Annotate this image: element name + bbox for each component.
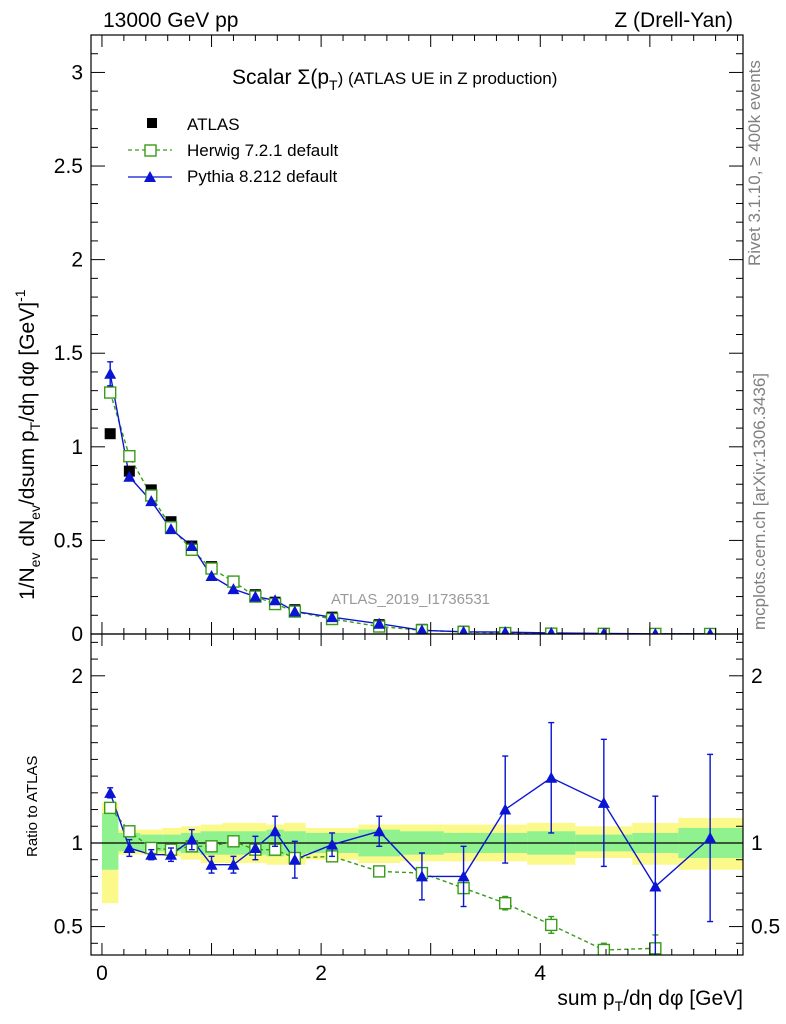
pythia-ratio-point: [545, 771, 558, 783]
legend: ATLAS Herwig 7.2.1 default Pythia 8.212 …: [128, 115, 338, 186]
herwig-ratio-point: [545, 918, 558, 932]
x-tick-label: 2: [315, 962, 327, 985]
pythia-ratio-point: [164, 848, 177, 860]
herwig-ratio-point: [499, 896, 512, 910]
y-tick-label: 3: [71, 61, 83, 84]
pythia-point: [459, 625, 469, 634]
legend-label-atlas: ATLAS: [187, 115, 240, 134]
pythia-ratio-point: [415, 870, 428, 882]
y-tick-label: 1: [71, 436, 83, 459]
ratio-series: [103, 721, 717, 955]
header-right: Z (Drell-Yan): [614, 9, 733, 32]
atlas-point: [104, 428, 116, 440]
axes: 0 2 4 0 0.5 1 1.5 2 2.5 3 0.5 0.5 1 1 2 2: [54, 34, 780, 985]
herwig-ratio-point: [227, 835, 240, 848]
legend-label-pythia: Pythia 8.212 default: [187, 167, 338, 186]
y-tick-label: 1.5: [54, 342, 83, 365]
legend-marker-atlas: [147, 118, 157, 128]
pythia-ratio-point: [123, 842, 136, 853]
pythia-ratio-point: [597, 796, 610, 808]
mcplots-label: mcplots.cern.ch [arXiv:1306.3436]: [750, 373, 769, 630]
pythia-point: [164, 523, 177, 535]
ratio-y-tick-label: 0.5: [54, 916, 83, 939]
herwig-ratio-point: [103, 801, 117, 815]
chart-title: Scalar Σ(pT) (ATLAS UE in Z production): [232, 66, 557, 93]
y-axis-label: 1/Nev dNev/dsum pT/dη dφ [GeV]-1: [12, 289, 43, 600]
ratio-bands: [91, 802, 743, 904]
ratio-y-tick-label-right: 1: [751, 832, 763, 855]
pythia-point: [227, 583, 240, 595]
pythia-ratio-point: [457, 870, 470, 882]
pythia-ratio-point: [227, 858, 240, 870]
ratio-y-axis-label: Ratio to ATLAS: [24, 756, 41, 857]
herwig-ratio-point: [205, 840, 218, 853]
legend-marker-pythia: [144, 171, 156, 182]
pythia-ratio-point: [185, 833, 198, 845]
pythia-point: [706, 627, 714, 634]
pythia-point: [288, 605, 301, 617]
pythia-ratio-point: [649, 880, 662, 892]
analysis-id: ATLAS_2019_I1736531: [331, 591, 490, 608]
pythia-ratio-point: [145, 848, 158, 860]
ratio-y-tick-label-right: 0.5: [751, 916, 780, 939]
herwig-point: [123, 449, 136, 463]
pythia-ratio-point: [249, 842, 262, 853]
x-axis-label: sum pT/dη dφ [GeV]: [557, 987, 743, 1014]
pythia-ratio-point: [104, 786, 117, 798]
ratio-y-tick-label: 2: [71, 665, 83, 688]
rivet-label: Rivet 3.1.10, ≥ 400k events: [745, 60, 764, 266]
pythia-point: [547, 626, 556, 634]
y-tick-label: 2: [71, 249, 83, 272]
ratio-y-tick-label: 1: [71, 832, 83, 855]
pythia-ratio-point: [499, 803, 512, 815]
pythia-point: [326, 611, 339, 623]
x-tick-label: 4: [534, 962, 546, 985]
x-tick-label: 0: [96, 962, 108, 985]
pythia-point: [185, 540, 198, 552]
y-tick-label: 2.5: [54, 155, 83, 178]
ratio-frame: [90, 633, 744, 956]
pythia-point: [373, 617, 386, 629]
pythia-point: [269, 594, 282, 606]
pythia-point: [651, 627, 659, 634]
pythia-point: [500, 626, 510, 634]
pythia-ratio-point: [704, 831, 717, 843]
pythia-point: [416, 624, 428, 634]
herwig-ratio-point: [597, 943, 611, 955]
herwig-point: [103, 386, 117, 399]
y-tick-label: 0.5: [54, 529, 83, 552]
y-tick-label: 0: [71, 623, 83, 646]
pythia-point: [104, 367, 117, 379]
pythia-ratio-point: [269, 825, 282, 837]
ratio-panel: [91, 721, 743, 955]
legend-label-herwig: Herwig 7.2.1 default: [187, 141, 338, 160]
pythia-point: [249, 590, 262, 602]
pythia-ratio-point: [373, 825, 386, 837]
pythia-point: [145, 495, 158, 507]
ratio-y-tick-label-right: 2: [751, 665, 763, 688]
pythia-ratio-point: [326, 838, 339, 850]
pythia-ratio-point: [205, 858, 218, 870]
herwig-ratio-point: [372, 865, 386, 878]
header-left: 13000 GeV pp: [103, 9, 238, 32]
herwig-ratio-point: [123, 825, 136, 838]
pythia-ratio-point: [288, 853, 301, 865]
pythia-point: [205, 569, 218, 581]
band-green-bin: [101, 812, 119, 870]
pythia-point: [123, 470, 136, 482]
main-series: [103, 361, 717, 634]
legend-marker-herwig: [144, 144, 157, 157]
main-panel: [103, 361, 717, 634]
